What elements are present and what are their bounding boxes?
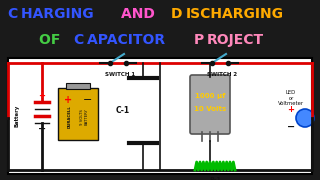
Text: ROJECT: ROJECT — [207, 33, 264, 47]
Text: LED
or
Voltmeter: LED or Voltmeter — [278, 90, 304, 106]
Text: 1000 μf: 1000 μf — [195, 93, 225, 99]
Text: −: − — [287, 122, 295, 132]
Bar — [0, 0, 320, 57]
Text: Battery: Battery — [14, 105, 20, 127]
Text: R-1: R-1 — [209, 177, 221, 180]
Text: +: + — [287, 105, 294, 114]
Circle shape — [296, 109, 314, 127]
Text: APACITOR: APACITOR — [86, 33, 170, 47]
Bar — [66, 83, 90, 89]
Text: C: C — [73, 33, 84, 47]
Text: SWITCH 1: SWITCH 1 — [105, 72, 135, 77]
Text: P: P — [194, 33, 204, 47]
Text: 10 Volts: 10 Volts — [194, 106, 226, 112]
Text: −: − — [83, 95, 93, 105]
FancyBboxPatch shape — [190, 75, 230, 134]
Text: OF: OF — [39, 33, 66, 47]
Bar — [58, 88, 98, 140]
Text: AND: AND — [121, 7, 160, 21]
Bar — [8, 58, 312, 174]
Text: +: + — [64, 95, 72, 105]
Text: HARGING: HARGING — [21, 7, 99, 21]
Text: +: + — [38, 91, 45, 100]
Text: 9 VOLTS
BATTERY: 9 VOLTS BATTERY — [80, 108, 88, 125]
Text: SWITCH 2: SWITCH 2 — [207, 72, 237, 77]
Text: D: D — [171, 7, 182, 21]
Text: −: − — [38, 124, 46, 134]
Text: ISCHARGING: ISCHARGING — [186, 7, 284, 21]
Text: C-1: C-1 — [116, 106, 130, 115]
Text: DURACELL: DURACELL — [68, 105, 72, 128]
Text: C: C — [8, 7, 18, 21]
